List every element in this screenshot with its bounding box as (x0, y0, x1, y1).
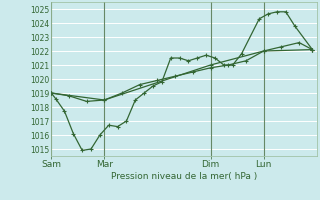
X-axis label: Pression niveau de la mer( hPa ): Pression niveau de la mer( hPa ) (111, 172, 257, 181)
